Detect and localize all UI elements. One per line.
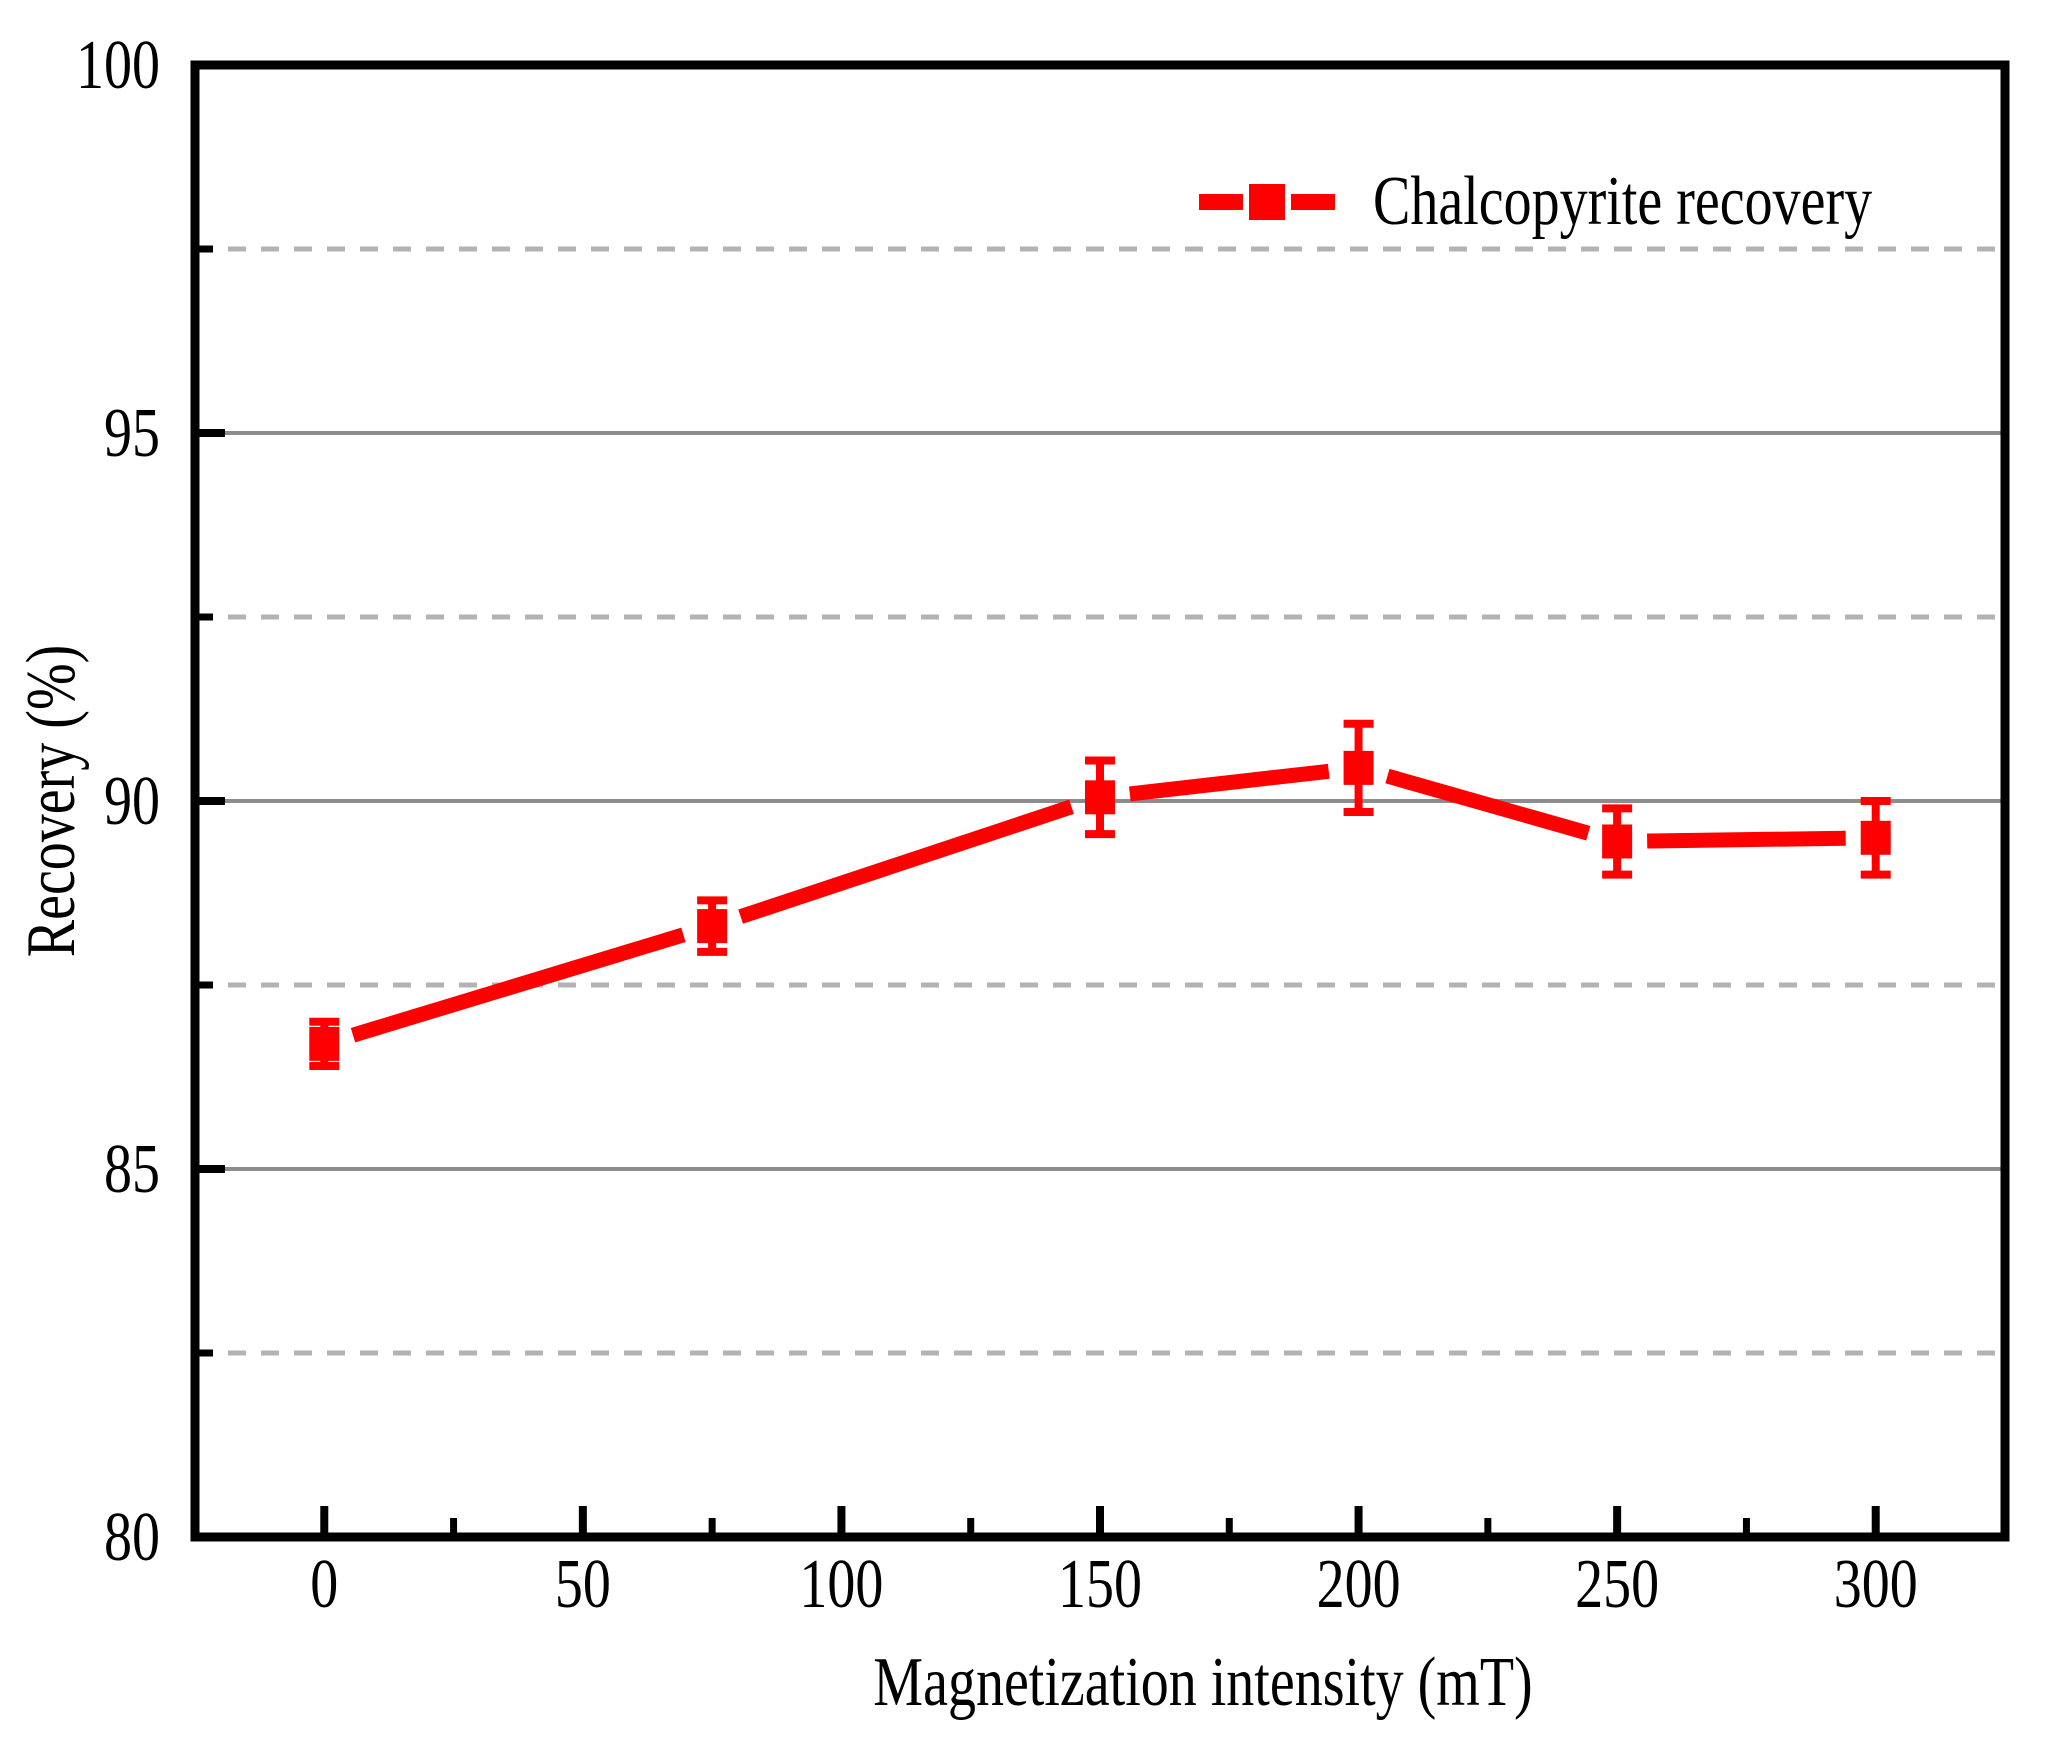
plot-border: [190, 60, 2010, 1542]
legend-label: Chalcopyrite recovery: [1373, 163, 1873, 240]
x-tick-label: 0: [310, 1545, 338, 1622]
x-axis-title: Magnetization intensity (mT): [873, 1644, 1533, 1721]
y-tick-label: 85: [104, 1130, 160, 1207]
data-point-marker: [697, 909, 728, 944]
series-line-segment: [738, 799, 1074, 924]
data-point-marker: [309, 1026, 340, 1061]
x-tick-label: 200: [1317, 1545, 1401, 1622]
x-tick-label: 250: [1575, 1545, 1659, 1622]
y-tick-label: 95: [104, 394, 160, 471]
data-point-marker: [1085, 780, 1115, 815]
y-tick-label: 100: [76, 26, 160, 103]
legend-line-dash-right: [1291, 194, 1335, 210]
series-line-segment: [1647, 830, 1846, 849]
series-line-segment: [350, 927, 686, 1043]
x-tick-label: 150: [1058, 1545, 1142, 1622]
x-tick-label: 300: [1834, 1545, 1918, 1622]
legend-line-dash-left: [1199, 194, 1243, 210]
data-point-marker: [1860, 820, 1891, 855]
legend-square-marker: [1249, 184, 1285, 220]
x-tick-label: 100: [799, 1545, 883, 1622]
x-tick-label: 50: [555, 1545, 611, 1622]
y-tick-label: 80: [104, 1498, 160, 1575]
series-line-segment: [1128, 763, 1330, 802]
data-point-marker: [1343, 750, 1374, 785]
data-point-marker: [1602, 824, 1633, 859]
legend: Chalcopyrite recovery: [1199, 157, 1997, 247]
y-tick-label: 90: [104, 762, 160, 839]
legend-marker-icon: [1199, 184, 1335, 220]
series-line-segment: [1385, 768, 1591, 841]
y-axis-title: Recovery (%): [13, 644, 90, 958]
